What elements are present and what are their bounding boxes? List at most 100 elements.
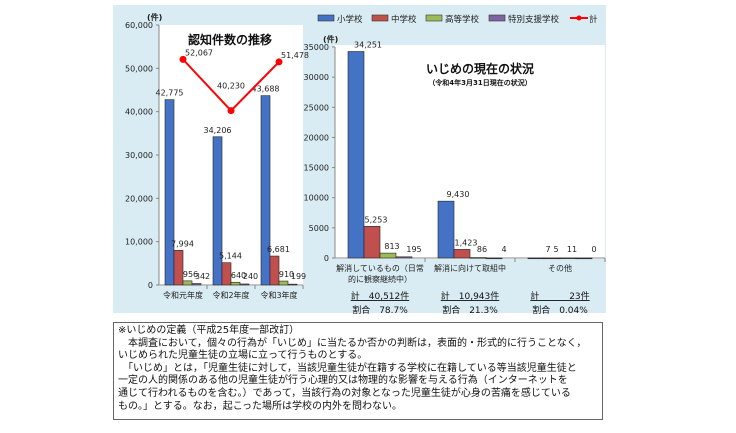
legend-marker bbox=[576, 15, 582, 21]
legend-label: 高等学校 bbox=[445, 14, 480, 25]
total-point bbox=[179, 55, 187, 63]
bar bbox=[363, 226, 381, 259]
bar-label: 5,253 bbox=[365, 215, 388, 224]
bar bbox=[182, 280, 193, 286]
ratio: 割合 0.04% bbox=[532, 304, 588, 316]
y-tick-label: 40,000 bbox=[125, 108, 153, 117]
bar-label: 956 bbox=[183, 270, 198, 279]
plot-area-left bbox=[159, 25, 303, 286]
bar-label: 7,994 bbox=[171, 239, 194, 248]
bar bbox=[379, 252, 397, 259]
charts: 小学校 中学校 高等学校 特別支援学校 計 0 10,000 20,000 30,000 40,0… bbox=[125, 12, 606, 316]
y-tick-label: 35000 bbox=[304, 43, 329, 52]
y-axis-unit: (件) bbox=[323, 34, 338, 44]
legend-swatch bbox=[371, 14, 389, 22]
bar bbox=[191, 283, 202, 286]
y-tick-label: 25000 bbox=[304, 103, 329, 112]
legend-label: 計 bbox=[589, 14, 598, 25]
y-tick-label: 10000 bbox=[304, 194, 329, 203]
bar bbox=[527, 257, 545, 260]
bar-label: 1,423 bbox=[455, 238, 478, 247]
bar bbox=[164, 99, 175, 286]
bar bbox=[437, 200, 455, 259]
bar bbox=[559, 257, 577, 260]
bar-label: 199 bbox=[291, 272, 306, 281]
total-label: 51,478 bbox=[281, 51, 309, 60]
bar bbox=[230, 281, 241, 286]
ratio: 割合 21.3% bbox=[442, 304, 498, 316]
y-tick-label: 0 bbox=[148, 281, 153, 290]
x-tick-label: 令和元年度 bbox=[163, 290, 203, 300]
definition-line: 「いじめ」とは，「児童生徒に対して，当該児童生徒が在籍する学校に在籍している等当… bbox=[118, 362, 577, 374]
total-count: 計 40,512件 bbox=[351, 290, 410, 302]
definition-box: ※いじめの定義（平成25年度一部改訂） 本調査において，個々の行為が「いじめ」に… bbox=[113, 322, 603, 420]
bar-label: 86 bbox=[477, 245, 487, 254]
bar bbox=[239, 283, 250, 286]
bar-label: 240 bbox=[243, 272, 258, 281]
definition-line: いじめられた児童生徒の立場に立って行うものとする。 bbox=[118, 350, 368, 362]
bar bbox=[278, 280, 289, 286]
y-tick-label: 10,000 bbox=[125, 238, 153, 247]
bar bbox=[212, 136, 223, 286]
bar-label: 4 bbox=[501, 245, 506, 254]
total-count: 計 10,943件 bbox=[441, 290, 500, 302]
y-tick-label: 30000 bbox=[304, 73, 329, 82]
legend-label: 小学校 bbox=[337, 14, 363, 25]
bar-label: 7 bbox=[545, 245, 550, 254]
bar bbox=[173, 250, 184, 286]
total-label: 52,067 bbox=[185, 48, 213, 57]
bar-label: 5,144 bbox=[219, 252, 242, 261]
y-tick-label: 20000 bbox=[304, 133, 329, 142]
bar bbox=[543, 257, 561, 260]
x-tick-label: 令和3年度 bbox=[260, 290, 297, 300]
bar-label: 42,775 bbox=[156, 89, 184, 98]
x-tick-label: 解消しているもの（日常 bbox=[336, 263, 424, 273]
x-tick-label: 解消に向けて取組中 bbox=[434, 263, 506, 273]
bar-label: 6,681 bbox=[267, 245, 290, 254]
y-tick-label: 0 bbox=[324, 254, 329, 263]
chart-title: いじめの現在の状況 bbox=[426, 61, 534, 76]
bar bbox=[395, 256, 413, 259]
definition-line: ※いじめの定義（平成25年度一部改訂） bbox=[118, 325, 300, 336]
bar bbox=[260, 95, 271, 286]
bar bbox=[469, 257, 487, 259]
bar-label: 11 bbox=[567, 245, 577, 254]
definition-line: 一定の人的関係のある他の児童生徒が行う心理的又は物理的な影響を与える行為（インタ… bbox=[118, 375, 568, 387]
y-tick-label: 60,000 bbox=[125, 21, 153, 30]
bar-label: 0 bbox=[591, 245, 596, 254]
bar-label: 5 bbox=[553, 245, 558, 254]
legend-swatch bbox=[425, 14, 443, 22]
bar-label: 195 bbox=[406, 245, 421, 254]
legend-label: 中学校 bbox=[391, 14, 417, 25]
x-tick-label: その他 bbox=[548, 263, 572, 273]
legend-swatch bbox=[488, 14, 506, 22]
legend-label: 特別支援学校 bbox=[508, 14, 560, 25]
bar-label: 813 bbox=[384, 242, 399, 251]
total-point bbox=[275, 58, 283, 66]
legend-swatch bbox=[317, 14, 335, 22]
bar bbox=[485, 257, 503, 260]
definition-line: 通じて行われるものを含む。）であって，当該行為の対象となった児童生徒が心身の苦痛… bbox=[118, 387, 571, 399]
definition-line: もの。」とする。なお，起こった場所は学校の内外を問わない。 bbox=[118, 400, 402, 412]
bar-label: 640 bbox=[231, 271, 246, 280]
bar-label: 9,430 bbox=[447, 190, 470, 199]
bar-label: 342 bbox=[195, 272, 210, 281]
bar bbox=[287, 283, 298, 286]
y-tick-label: 20,000 bbox=[125, 194, 153, 203]
x-tick-label: 令和2年度 bbox=[212, 290, 249, 300]
bar bbox=[347, 51, 365, 259]
y-tick-label: 15000 bbox=[304, 164, 329, 173]
y-tick-label: 5000 bbox=[309, 224, 329, 233]
definition-line: 本調査において，個々の行為が「いじめ」に当たるか否かの判断は，表面的・形式的に行… bbox=[118, 337, 587, 349]
ratio: 割合 78.7% bbox=[352, 304, 408, 316]
y-tick-label: 50,000 bbox=[125, 64, 153, 73]
chart-subtitle: （令和4年3月31日現在の状況） bbox=[428, 78, 531, 87]
bar bbox=[453, 249, 471, 259]
chart-title: 認知件数の推移 bbox=[188, 32, 272, 47]
y-axis-unit: (件) bbox=[147, 12, 162, 22]
bar-label: 43,688 bbox=[252, 85, 280, 94]
y-tick-label: 30,000 bbox=[125, 151, 153, 160]
total-label: 40,230 bbox=[217, 82, 245, 91]
x-tick-label: 的に観察継続中） bbox=[348, 274, 412, 284]
total-point bbox=[227, 107, 235, 115]
